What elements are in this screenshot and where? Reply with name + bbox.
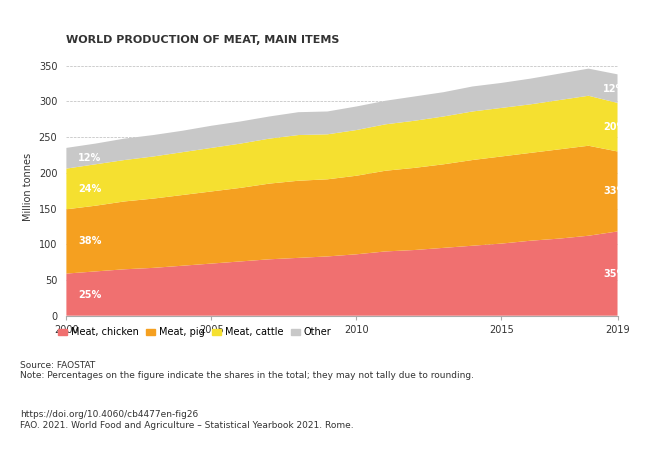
Text: 12%: 12% xyxy=(78,153,101,163)
Y-axis label: Million tonnes: Million tonnes xyxy=(23,153,33,221)
Text: 20%: 20% xyxy=(603,122,626,132)
Legend: Meat, chicken, Meat, pig, Meat, cattle, Other: Meat, chicken, Meat, pig, Meat, cattle, … xyxy=(58,327,332,337)
Text: https://doi.org/10.4060/cb4477en-fig26
FAO. 2021. World Food and Agriculture – S: https://doi.org/10.4060/cb4477en-fig26 F… xyxy=(20,410,353,430)
Text: 35%: 35% xyxy=(603,268,626,279)
Text: 25%: 25% xyxy=(78,290,101,299)
Text: 24%: 24% xyxy=(78,184,101,194)
Text: 33%: 33% xyxy=(603,186,626,197)
Text: 38%: 38% xyxy=(78,236,102,246)
Text: Source: FAOSTAT
Note: Percentages on the figure indicate the shares in the total: Source: FAOSTAT Note: Percentages on the… xyxy=(20,361,474,380)
Text: WORLD PRODUCTION OF MEAT, MAIN ITEMS: WORLD PRODUCTION OF MEAT, MAIN ITEMS xyxy=(66,35,340,45)
Text: 12%: 12% xyxy=(603,83,626,94)
